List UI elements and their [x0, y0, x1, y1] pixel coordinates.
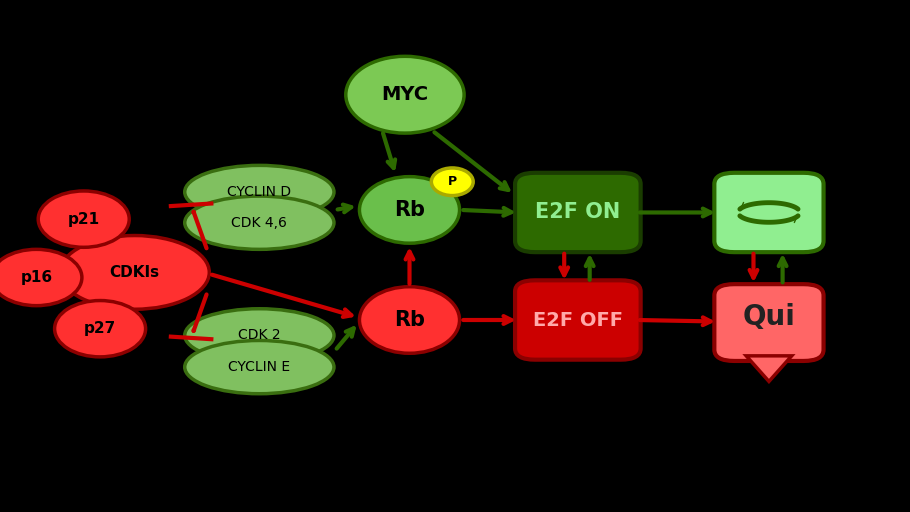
Text: CDKIs: CDKIs: [109, 265, 160, 280]
Ellipse shape: [359, 177, 460, 243]
Text: CDK 4,6: CDK 4,6: [231, 216, 288, 230]
Ellipse shape: [185, 340, 334, 394]
Text: P: P: [448, 175, 457, 188]
FancyBboxPatch shape: [714, 173, 824, 252]
FancyBboxPatch shape: [515, 281, 641, 359]
Text: Rb: Rb: [394, 310, 425, 330]
Ellipse shape: [60, 236, 209, 309]
Polygon shape: [746, 356, 792, 381]
Text: p21: p21: [67, 211, 100, 227]
FancyBboxPatch shape: [714, 284, 824, 361]
Text: Qui: Qui: [743, 304, 795, 331]
Text: p16: p16: [20, 270, 53, 285]
Ellipse shape: [38, 191, 129, 247]
FancyBboxPatch shape: [515, 173, 641, 252]
Text: E2F OFF: E2F OFF: [533, 310, 622, 330]
Text: Rb: Rb: [394, 200, 425, 220]
Ellipse shape: [431, 168, 473, 196]
Ellipse shape: [185, 165, 334, 219]
Text: MYC: MYC: [381, 85, 429, 104]
Ellipse shape: [359, 287, 460, 353]
Text: E2F ON: E2F ON: [535, 202, 621, 223]
Text: p27: p27: [84, 321, 116, 336]
Ellipse shape: [0, 249, 82, 306]
Ellipse shape: [346, 56, 464, 133]
Text: CYCLIN D: CYCLIN D: [228, 185, 291, 199]
Ellipse shape: [185, 196, 334, 249]
Text: CYCLIN E: CYCLIN E: [228, 360, 290, 374]
Text: CDK 2: CDK 2: [238, 328, 280, 343]
Ellipse shape: [55, 301, 146, 357]
Ellipse shape: [185, 309, 334, 362]
